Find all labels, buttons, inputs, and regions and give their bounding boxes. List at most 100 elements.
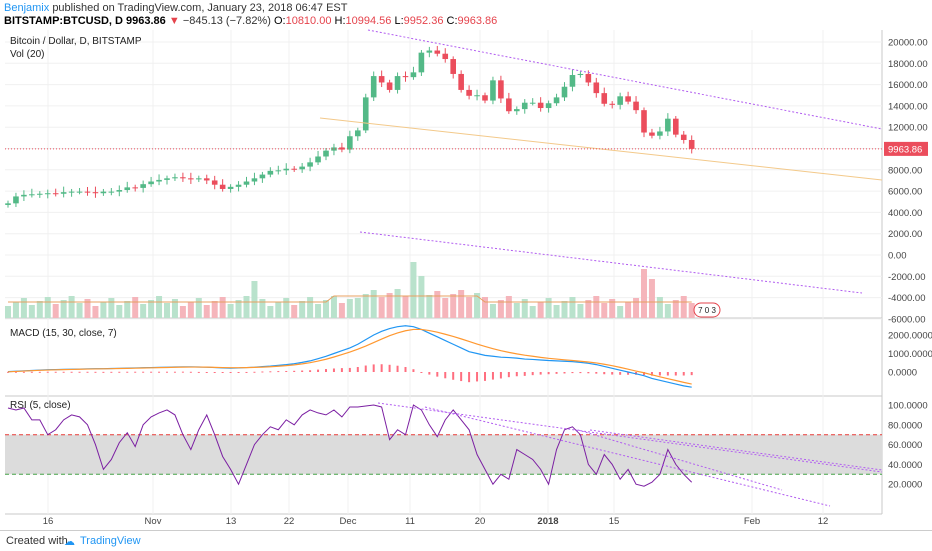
- macd-histogram-bar: [539, 372, 542, 375]
- macd-histogram-bar: [420, 372, 423, 373]
- candle: [370, 71, 377, 102]
- candle: [569, 69, 576, 92]
- rsi-tick-label: 80.0000: [888, 420, 922, 431]
- price-tick-label: 2000.00: [888, 229, 922, 240]
- macd-histogram-bar: [682, 372, 685, 376]
- candle: [577, 71, 584, 78]
- candle: [625, 91, 631, 105]
- candle: [188, 172, 194, 184]
- volume-bar: [672, 300, 679, 318]
- macd-histogram-bar: [14, 371, 17, 373]
- candle: [482, 92, 488, 104]
- macd-histogram-bar: [340, 368, 343, 372]
- candle: [299, 162, 305, 173]
- macd-histogram-bar: [531, 372, 534, 376]
- candle: [291, 166, 297, 172]
- candle: [657, 126, 663, 140]
- candle: [227, 184, 234, 193]
- volume-bar: [195, 298, 202, 318]
- macd-histogram-bar: [476, 372, 479, 382]
- candle: [132, 184, 138, 192]
- volume-bar: [28, 305, 35, 318]
- volume-bar: [227, 304, 234, 318]
- created-with-text: Created with: [6, 535, 68, 547]
- volume-bar: [307, 297, 314, 318]
- chart-canvas[interactable]: 20000.00 18000.00 16000.00 14000.00 12000.00…: [0, 28, 932, 530]
- candle: [593, 77, 600, 98]
- rsi-trend-line: [589, 429, 883, 471]
- price-tick-label: 20000.00: [888, 38, 928, 49]
- volume-bar: [283, 298, 290, 318]
- macd-histogram-bar: [372, 364, 375, 372]
- price-tick-label: -6000.00: [888, 314, 926, 325]
- macd-histogram-bar: [468, 372, 471, 383]
- macd-histogram-bar: [579, 372, 582, 374]
- candle: [609, 101, 615, 109]
- price-tick-label: 14000.00: [888, 101, 928, 112]
- open-label: O:: [273, 15, 286, 27]
- candle: [585, 70, 592, 87]
- macd-histogram-bar: [181, 371, 184, 373]
- macd-histogram-bar: [356, 367, 359, 372]
- volume-bar: [370, 290, 377, 318]
- macd-histogram-bar: [46, 371, 49, 373]
- macd-histogram-bar: [78, 371, 81, 373]
- candle: [466, 85, 472, 100]
- volume-bar: [132, 297, 139, 318]
- macd-histogram-bar: [499, 372, 502, 379]
- candle: [180, 172, 186, 182]
- macd-histogram-bar: [595, 372, 598, 374]
- volume-bar: [601, 303, 608, 318]
- macd-histogram-bar: [205, 372, 208, 373]
- candle: [76, 188, 83, 195]
- candle: [386, 79, 393, 93]
- candle: [529, 98, 536, 106]
- macd-histogram-bar: [102, 371, 105, 373]
- macd-histogram-bar: [666, 372, 669, 376]
- volume-bar: [561, 301, 568, 318]
- price-change: −845.13 (−7.82%): [182, 15, 271, 27]
- volume-bar: [521, 299, 528, 318]
- candle: [601, 87, 608, 107]
- candle: [29, 188, 35, 198]
- published-text: published on TradingView.com, January 23…: [52, 2, 348, 14]
- candle: [347, 130, 353, 154]
- rsi-pane-title: RSI (5, close): [10, 400, 71, 411]
- volume-bar: [291, 305, 298, 318]
- candle: [323, 147, 329, 161]
- candle: [680, 131, 687, 144]
- volume-bar: [148, 300, 155, 318]
- volume-bar: [680, 296, 687, 318]
- time-tick-label: Feb: [744, 516, 760, 527]
- candle: [243, 176, 250, 188]
- candle: [84, 187, 91, 196]
- author-link[interactable]: Benjamix: [4, 2, 50, 14]
- macd-histogram-bar: [332, 368, 335, 372]
- candle: [203, 174, 210, 185]
- volume-bar: [577, 304, 584, 318]
- volume-bar: [338, 303, 345, 318]
- candle: [172, 173, 178, 181]
- macd-histogram-bar: [150, 371, 153, 373]
- macd-histogram-bar: [54, 371, 57, 373]
- macd-histogram-bar: [309, 370, 312, 372]
- macd-histogram-bar: [253, 371, 256, 373]
- macd-histogram-bar: [436, 372, 439, 377]
- macd-tick-label: 0.0000: [888, 368, 917, 379]
- last-price-label: 9963.86: [888, 144, 922, 155]
- macd-histogram-bar: [396, 365, 399, 372]
- macd-histogram-bar: [126, 371, 129, 373]
- macd-histogram-bar: [70, 371, 73, 373]
- candle: [164, 175, 170, 185]
- publisher-line: Benjamix published on TradingView.com, J…: [4, 2, 347, 14]
- candle: [267, 167, 274, 178]
- macd-histogram-bar: [491, 372, 494, 380]
- price-tick-label: 12000.00: [888, 123, 928, 134]
- macd-histogram-bar: [261, 371, 264, 373]
- candle: [394, 72, 401, 94]
- candle: [553, 93, 560, 106]
- tradingview-brand[interactable]: TradingView: [80, 535, 141, 547]
- candle: [673, 116, 679, 138]
- volume-bar: [474, 293, 481, 318]
- macd-histogram-bar: [142, 371, 145, 373]
